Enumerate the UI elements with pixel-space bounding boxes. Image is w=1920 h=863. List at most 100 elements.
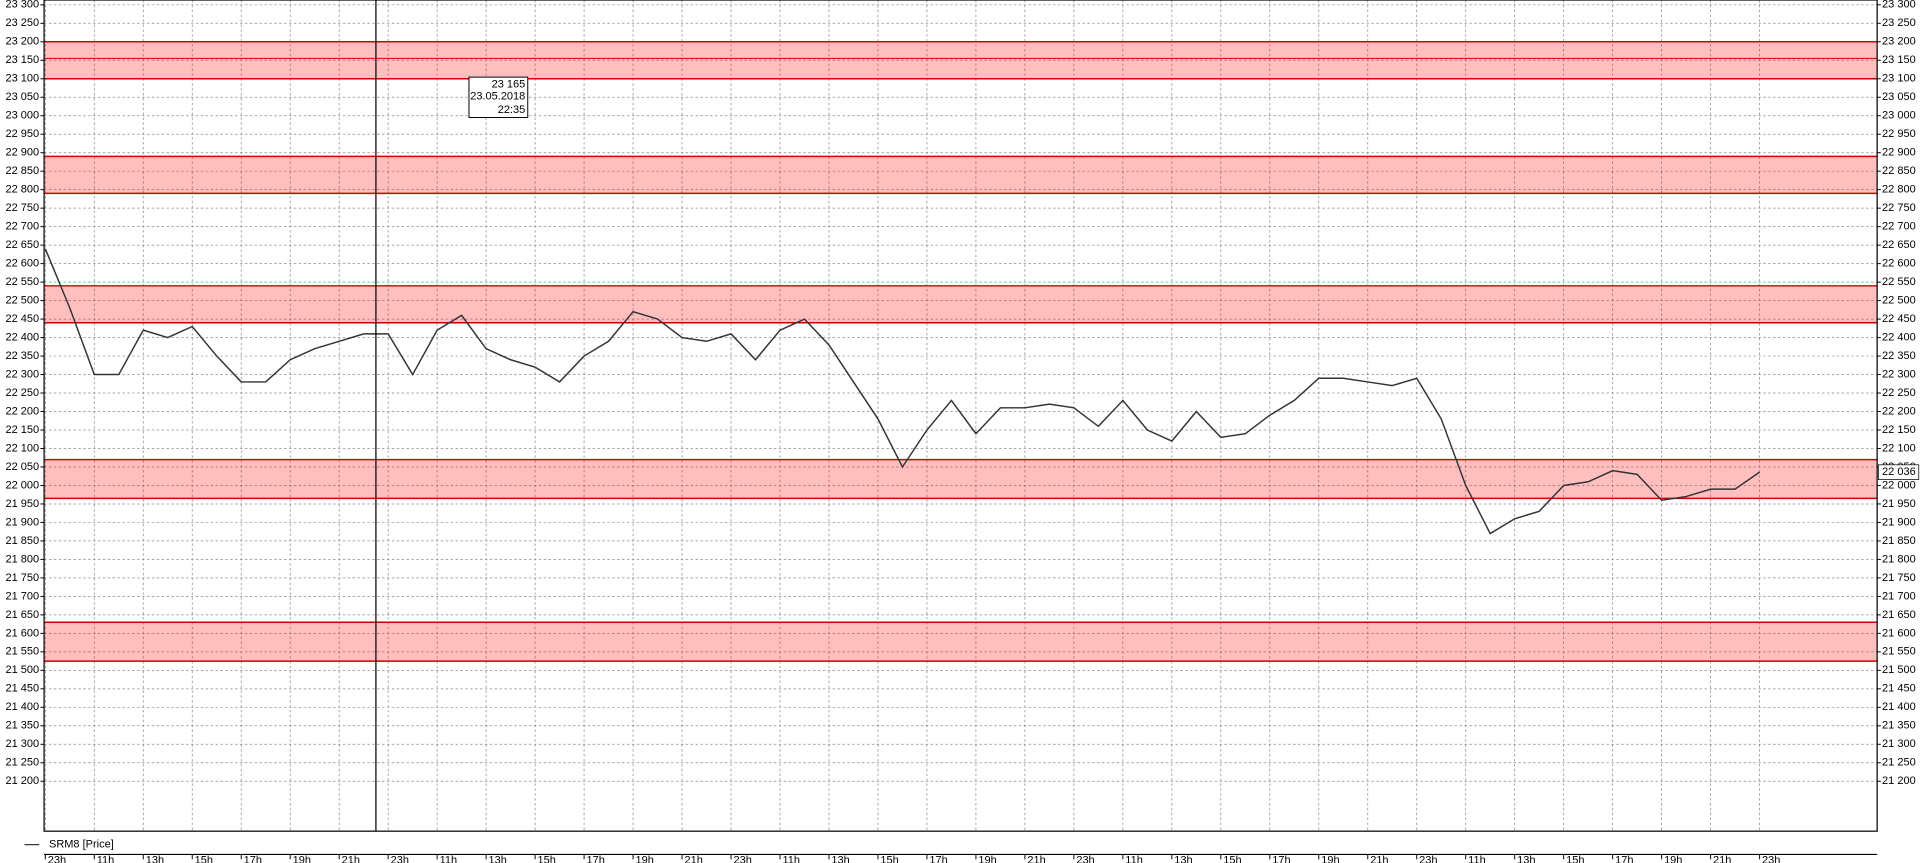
legend-label: SRM8 [Price] (49, 839, 114, 851)
y-tick-label: 22 350 (6, 350, 40, 362)
y2-tick-label: 22 000 (1882, 479, 1916, 491)
y-tick-label: 22 850 (6, 165, 40, 177)
y2-tick-label: 23 300 (1882, 0, 1916, 11)
y-tick-label: 21 950 (6, 498, 40, 510)
y2-tick-label: 21 900 (1882, 516, 1916, 528)
x-tick-label: 23h (48, 854, 66, 863)
x-tick-label: 23h (733, 854, 751, 863)
y-tick-label: 22 000 (6, 479, 40, 491)
y2-tick-label: 21 950 (1882, 498, 1916, 510)
y-tick-label: 22 300 (6, 368, 40, 380)
zone (44, 459, 1878, 499)
y-tick-label: 22 050 (6, 461, 40, 473)
y-tick-label: 22 250 (6, 387, 40, 399)
x-tick-label: 21h (684, 854, 702, 863)
y-tick-label: 21 850 (6, 535, 40, 547)
y2-tick-label: 21 700 (1882, 590, 1916, 602)
y2-tick-label: 22 150 (1882, 424, 1916, 436)
x-tick-label: 17h (929, 854, 947, 863)
y2-tick-label: 21 350 (1882, 720, 1916, 732)
y-tick-label: 21 550 (6, 646, 40, 658)
y-tick-label: 21 400 (6, 701, 40, 713)
x-tick-label: 19h (636, 854, 654, 863)
y2-tick-label: 22 550 (1882, 276, 1916, 288)
y-tick-label: 22 950 (6, 128, 40, 140)
x-tick-label: 13h (146, 854, 164, 863)
y2-tick-label: 23 100 (1882, 73, 1916, 85)
y-tick-label: 21 350 (6, 720, 40, 732)
x-tick-label: 15h (880, 854, 898, 863)
y-tick-label: 22 800 (6, 184, 40, 196)
x-tick-label: 11h (1468, 854, 1486, 863)
zone (44, 622, 1878, 662)
y-tick-label: 22 400 (6, 331, 40, 343)
price-line (44, 248, 1761, 535)
x-tick-label: 23h (391, 854, 409, 863)
y2-tick-label: 21 600 (1882, 627, 1916, 639)
x-tick-label: 11h (1125, 854, 1143, 863)
y2-tick-label: 22 350 (1882, 350, 1916, 362)
x-tick-label: 17h (1272, 854, 1290, 863)
x-tick-label: 13h (1174, 854, 1192, 863)
y-tick-label: 21 500 (6, 664, 40, 676)
x-tick-label: 13h (831, 854, 849, 863)
x-tick-label: 15h (1223, 854, 1241, 863)
x-tick-label: 13h (1517, 854, 1535, 863)
y-tick-label: 23 150 (6, 54, 40, 66)
tooltip-time: 22:35 (498, 104, 526, 116)
y2-tick-label: 22 600 (1882, 258, 1916, 270)
last-price-box (1878, 464, 1920, 480)
x-tick-label: 11h (440, 854, 458, 863)
zone (44, 41, 1878, 79)
x-tick-label: 19h (293, 854, 311, 863)
y2-tick-label: 22 700 (1882, 221, 1916, 233)
x-tick-label: 17h (244, 854, 262, 863)
y2-tick-label: 22 200 (1882, 405, 1916, 417)
y-tick-label: 21 800 (6, 553, 40, 565)
y2-tick-label: 21 450 (1882, 683, 1916, 695)
y2-tick-label: 23 200 (1882, 36, 1916, 48)
y-tick-label: 21 600 (6, 627, 40, 639)
plot-border (43, 0, 1878, 832)
y-tick-label: 21 650 (6, 609, 40, 621)
y2-tick-label: 22 850 (1882, 165, 1916, 177)
y2-tick-label: 22 250 (1882, 387, 1916, 399)
plot (44, 248, 1761, 535)
x-tick-label: 23h (1076, 854, 1094, 863)
y-tick-label: 21 750 (6, 572, 40, 584)
y-tick-label: 23 100 (6, 73, 40, 85)
y-tick-label: 21 300 (6, 738, 40, 750)
y-tick-label: 21 700 (6, 590, 40, 602)
y-tick-label: 22 200 (6, 405, 40, 417)
x-tick-label: 19h (978, 854, 996, 863)
y-tick-label: 23 050 (6, 91, 40, 103)
y2-tick-label: 23 150 (1882, 54, 1916, 66)
x-tick-label: 19h (1321, 854, 1339, 863)
x-tick-label: 11h (97, 854, 115, 863)
y2-tick-label: 23 250 (1882, 17, 1916, 29)
x-tick-label: 15h (1566, 854, 1584, 863)
y-tick-label: 23 300 (6, 0, 40, 11)
y-tick-label: 22 450 (6, 313, 40, 325)
zone (44, 285, 1878, 323)
x-tick-label: 13h (489, 854, 507, 863)
y2-tick-label: 21 200 (1882, 775, 1916, 787)
x-tick-label: 21h (1027, 854, 1045, 863)
y-tick-label: 22 600 (6, 258, 40, 270)
x-tick-label: 23h (1419, 854, 1437, 863)
y-tick-label: 22 750 (6, 202, 40, 214)
tooltip-price: 23 165 (492, 78, 526, 90)
y-tick-label: 22 700 (6, 221, 40, 233)
zone (44, 156, 1878, 194)
y2-tick-label: 22 800 (1882, 184, 1916, 196)
zones (44, 41, 1878, 662)
y2-tick-label: 22 750 (1882, 202, 1916, 214)
x-tick-label: 23h (1762, 854, 1780, 863)
y2-tick-label: 21 850 (1882, 535, 1916, 547)
y2-tick-label: 22 900 (1882, 147, 1916, 159)
y-tick-label: 21 450 (6, 683, 40, 695)
grid (44, 0, 1878, 832)
y-tick-label: 23 250 (6, 17, 40, 29)
